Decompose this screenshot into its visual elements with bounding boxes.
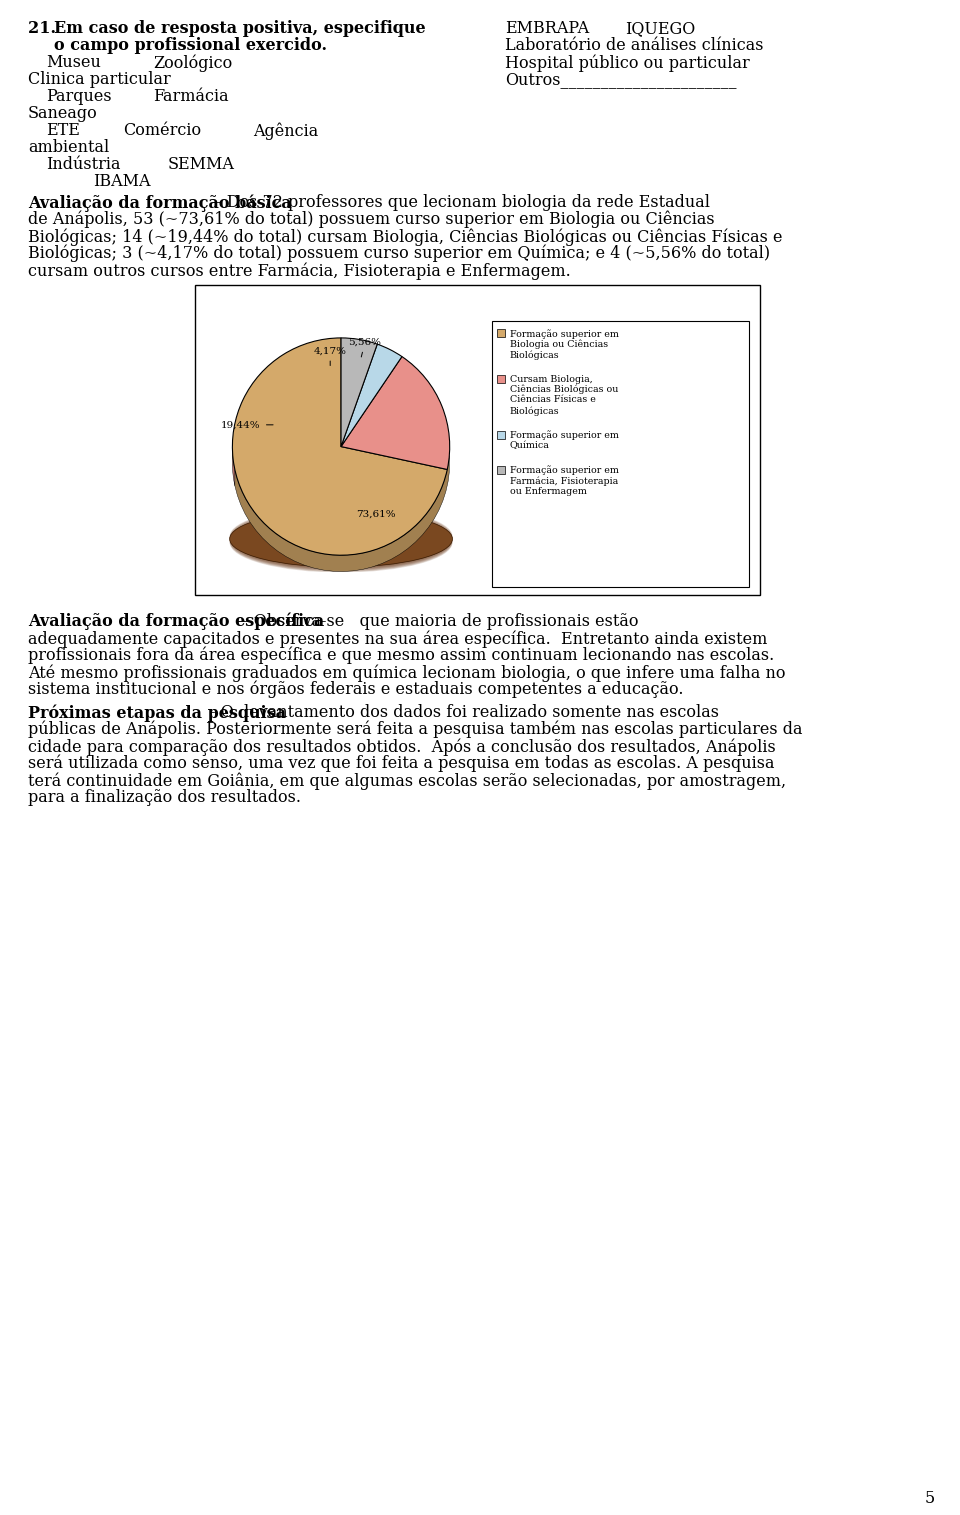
Text: públicas de Anápolis. Posteriormente será feita a pesquisa também nas escolas pa: públicas de Anápolis. Posteriormente ser… bbox=[28, 721, 803, 738]
Text: Ciências Físicas e: Ciências Físicas e bbox=[510, 395, 595, 405]
Ellipse shape bbox=[229, 508, 452, 567]
Ellipse shape bbox=[229, 506, 452, 567]
Bar bbox=[496, 430, 505, 438]
Text: IBAMA: IBAMA bbox=[93, 173, 151, 189]
Ellipse shape bbox=[229, 512, 452, 573]
Polygon shape bbox=[232, 448, 235, 486]
Text: será utilizada como senso, uma vez que foi feita a pesquisa em todas as escolas.: será utilizada como senso, uma vez que f… bbox=[28, 754, 775, 773]
Text: SEMMA: SEMMA bbox=[168, 156, 235, 173]
Text: profissionais fora da área específica e que mesmo assim continuam lecionando nas: profissionais fora da área específica e … bbox=[28, 647, 775, 665]
Ellipse shape bbox=[229, 509, 452, 568]
Text: - O  levantamento dos dados foi realizado somente nas escolas: - O levantamento dos dados foi realizado… bbox=[204, 704, 719, 721]
Ellipse shape bbox=[229, 511, 452, 571]
Text: ambiental: ambiental bbox=[28, 139, 109, 156]
Text: Agência: Agência bbox=[253, 123, 319, 139]
Text: 4,17%: 4,17% bbox=[314, 347, 347, 365]
Text: Formação superior em: Formação superior em bbox=[510, 465, 618, 476]
Text: Zoológico: Zoológico bbox=[153, 55, 232, 71]
Text: Em caso de resposta positiva, especifique: Em caso de resposta positiva, especifiqu… bbox=[54, 20, 425, 36]
Text: Farmácia, Fisioterapia: Farmácia, Fisioterapia bbox=[510, 476, 618, 485]
Text: Saneago: Saneago bbox=[28, 105, 98, 123]
Text: 73,61%: 73,61% bbox=[356, 509, 396, 518]
Text: Comércio: Comércio bbox=[123, 123, 202, 139]
Text: Laboratório de análises clínicas: Laboratório de análises clínicas bbox=[505, 36, 763, 55]
Text: Biológicas: Biológicas bbox=[510, 406, 560, 415]
Text: Indústria: Indústria bbox=[46, 156, 121, 173]
Ellipse shape bbox=[229, 509, 452, 570]
Text: - Dos 72 professores que lecionam biologia da rede Estadual: - Dos 72 professores que lecionam biolog… bbox=[211, 194, 710, 211]
Ellipse shape bbox=[229, 508, 452, 567]
Text: BIOLOGIA DO ENSINO MÉDIO DAS ESCOLAS: BIOLOGIA DO ENSINO MÉDIO DAS ESCOLAS bbox=[262, 305, 513, 314]
Text: FORMAÇÃO PROFISSIONAL DOS PROFESSORES DE: FORMAÇÃO PROFISSIONAL DOS PROFESSORES DE bbox=[243, 295, 531, 306]
Text: PÚBLICAS DE ANÁPOLIS - GO: PÚBLICAS DE ANÁPOLIS - GO bbox=[304, 314, 470, 323]
Ellipse shape bbox=[229, 511, 452, 570]
Text: 21.: 21. bbox=[28, 20, 61, 36]
Text: ETE: ETE bbox=[46, 123, 80, 139]
Text: cursam outros cursos entre Farmácia, Fisioterapia e Enfermagem.: cursam outros cursos entre Farmácia, Fis… bbox=[28, 262, 571, 279]
Text: Biológicas: Biológicas bbox=[510, 350, 560, 359]
Text: Outros______________________: Outros______________________ bbox=[505, 71, 736, 88]
Text: para a finalização dos resultados.: para a finalização dos resultados. bbox=[28, 789, 301, 806]
Ellipse shape bbox=[229, 511, 452, 567]
Text: adequadamente capacitados e presentes na sua área específica.  Entretanto ainda : adequadamente capacitados e presentes na… bbox=[28, 630, 767, 647]
Text: Próximas etapas da pesquisa: Próximas etapas da pesquisa bbox=[28, 704, 286, 721]
Text: cidade para comparação dos resultados obtidos.  Após a conclusão dos resultados,: cidade para comparação dos resultados ob… bbox=[28, 738, 776, 756]
Text: Biologia ou Ciências: Biologia ou Ciências bbox=[510, 339, 608, 348]
Ellipse shape bbox=[229, 512, 452, 571]
Text: ou Enfermagem: ou Enfermagem bbox=[510, 486, 587, 495]
Text: Avaliação da formação básica: Avaliação da formação básica bbox=[28, 194, 292, 212]
Text: - Observa-se   que maioria de profissionais estão: - Observa-se que maioria de profissionai… bbox=[238, 614, 638, 630]
Bar bbox=[492, 321, 749, 586]
Text: Farmácia: Farmácia bbox=[153, 88, 228, 105]
Bar bbox=[496, 465, 505, 474]
Text: 5,56%: 5,56% bbox=[348, 338, 381, 358]
Text: Clinica particular: Clinica particular bbox=[28, 71, 171, 88]
Text: 19,44%: 19,44% bbox=[221, 420, 273, 429]
Text: Química: Química bbox=[510, 441, 549, 450]
Wedge shape bbox=[341, 356, 449, 470]
Text: Biológicas; 3 (~4,17% do total) possuem curso superior em Química; e 4 (~5,56% d: Biológicas; 3 (~4,17% do total) possuem … bbox=[28, 245, 770, 262]
Text: sistema institucional e nos órgãos federais e estaduais competentes a educação.: sistema institucional e nos órgãos feder… bbox=[28, 682, 684, 698]
Bar bbox=[496, 374, 505, 382]
Wedge shape bbox=[232, 338, 447, 554]
Text: Formação superior em: Formação superior em bbox=[510, 430, 618, 441]
Text: IQUEGO: IQUEGO bbox=[625, 20, 695, 36]
Text: Avaliação da formação específica: Avaliação da formação específica bbox=[28, 614, 324, 630]
Text: EMBRAPA: EMBRAPA bbox=[505, 20, 589, 36]
Polygon shape bbox=[235, 456, 449, 571]
Ellipse shape bbox=[229, 512, 452, 573]
Text: Ciências Biológicas ou: Ciências Biológicas ou bbox=[510, 385, 618, 394]
Ellipse shape bbox=[229, 508, 452, 568]
Bar bbox=[496, 329, 505, 336]
Text: Cursam Biologia,: Cursam Biologia, bbox=[510, 374, 592, 383]
Text: Biológicas; 14 (~19,44% do total) cursam Biologia, Ciências Biológicas ou Ciênci: Biológicas; 14 (~19,44% do total) cursam… bbox=[28, 227, 782, 245]
Text: Hospital público ou particular: Hospital público ou particular bbox=[505, 55, 750, 71]
Text: de Anápolis, 53 (~73,61% do total) possuem curso superior em Biologia ou Ciência: de Anápolis, 53 (~73,61% do total) possu… bbox=[28, 211, 714, 229]
Ellipse shape bbox=[229, 511, 452, 570]
Text: 5: 5 bbox=[924, 1489, 935, 1507]
Text: Museu: Museu bbox=[46, 55, 101, 71]
Text: terá continuidade em Goiânia, em que algumas escolas serão selecionadas, por amo: terá continuidade em Goiânia, em que alg… bbox=[28, 773, 786, 789]
Wedge shape bbox=[341, 338, 377, 447]
Text: Parques: Parques bbox=[46, 88, 111, 105]
Bar bbox=[195, 285, 760, 595]
Text: Formação superior em: Formação superior em bbox=[510, 329, 618, 339]
Wedge shape bbox=[341, 344, 402, 447]
Text: Até mesmo profissionais graduados em química lecionam biologia, o que infere uma: Até mesmo profissionais graduados em quí… bbox=[28, 664, 785, 682]
Text: o campo profissional exercido.: o campo profissional exercido. bbox=[54, 36, 327, 55]
